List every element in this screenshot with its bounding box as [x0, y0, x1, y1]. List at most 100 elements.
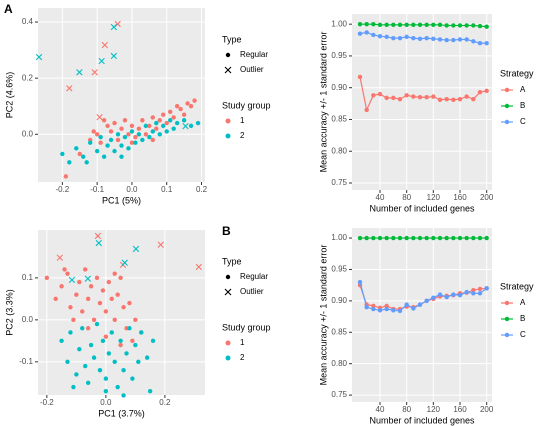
regular-point [147, 123, 152, 129]
regular-point [100, 338, 106, 344]
regular-point [164, 129, 169, 134]
series-point [457, 235, 463, 241]
regular-point [81, 154, 86, 159]
regular-point [150, 129, 156, 134]
regular-point [53, 296, 58, 302]
regular-point [181, 118, 187, 123]
y-tick-label: 0.2 [22, 73, 34, 82]
regular-point [121, 368, 126, 373]
regular-point [65, 271, 70, 276]
outlier-point [35, 53, 43, 61]
outlier-point [94, 232, 102, 240]
regular-point [171, 115, 176, 120]
series-point [377, 308, 383, 313]
regular-point [112, 317, 117, 323]
legend-label: Regular [240, 272, 268, 281]
regular-point [84, 160, 89, 165]
series-point [377, 235, 383, 241]
series-point [457, 23, 463, 28]
x-tick-label: 0.1 [161, 185, 173, 194]
legend-label: C [520, 117, 526, 126]
regular-point [118, 342, 123, 348]
outlier-point [121, 259, 128, 266]
legend-key [224, 66, 232, 74]
regular-point [136, 359, 141, 365]
regular-point [115, 384, 120, 390]
series-point [464, 23, 469, 28]
series-point [397, 235, 403, 241]
x-tick-label: 0.0 [126, 185, 138, 194]
legend-key [504, 300, 510, 306]
regular-point [121, 305, 126, 310]
regular-point [85, 380, 91, 386]
regular-point [80, 309, 85, 314]
series-point [384, 235, 389, 241]
y-axis-title: Mean accuracy +/- 1 standard error [318, 245, 328, 386]
series-point [391, 308, 396, 313]
series-point [477, 235, 483, 241]
legend-key [225, 52, 231, 58]
legend-label: 2 [240, 131, 245, 140]
series-point [357, 31, 363, 36]
series-point [411, 235, 416, 241]
outlier-point [98, 57, 105, 65]
regular-point [121, 393, 126, 398]
outlier-point [76, 69, 83, 76]
series-point [377, 34, 383, 39]
regular-point [139, 330, 144, 335]
regular-point [143, 132, 149, 137]
regular-point [91, 355, 97, 360]
regular-point [157, 132, 162, 137]
regular-point [68, 330, 73, 335]
series-point [444, 96, 449, 102]
regular-point [161, 112, 166, 117]
regular-point [106, 351, 112, 356]
legend-key [504, 332, 510, 338]
legend-label: Outlier [240, 65, 264, 74]
legend-label: 1 [240, 116, 245, 125]
series-point [391, 22, 396, 28]
y-tick-label: 0.95 [331, 51, 347, 60]
regular-point [94, 275, 100, 281]
regular-point [133, 134, 138, 140]
regular-point [150, 338, 156, 344]
y-tick-label: 1.00 [331, 233, 347, 242]
series-point [437, 235, 443, 241]
legend-title: Type [222, 34, 242, 44]
regular-point [171, 126, 176, 131]
series-point [477, 89, 483, 95]
series-point [431, 22, 436, 28]
regular-point [133, 317, 138, 323]
x-tick-label: 0.0 [100, 398, 112, 407]
outlier-point [84, 275, 92, 282]
regular-point [188, 123, 194, 129]
series-point [411, 94, 416, 99]
series-point [464, 289, 469, 295]
regular-point [77, 347, 82, 352]
outlier-point [110, 23, 118, 31]
legend-key [225, 340, 231, 346]
regular-point [154, 120, 159, 126]
series-point [424, 22, 429, 28]
legend-title: Strategy [500, 68, 534, 78]
series-point [431, 36, 436, 41]
x-axis-title: PC1 (5%) [102, 195, 141, 205]
y-axis-title: Mean accuracy +/- 1 standard error [318, 32, 328, 173]
series-point [431, 295, 436, 300]
outlier-point [96, 113, 103, 121]
series-point [471, 39, 476, 44]
regular-point [185, 101, 190, 106]
series-point [384, 306, 389, 312]
series-point [437, 37, 443, 42]
regular-point [83, 363, 88, 369]
regular-point [91, 129, 96, 134]
regular-point [147, 389, 153, 394]
series-point [437, 22, 443, 28]
regular-point [144, 355, 150, 360]
series-point [451, 292, 456, 297]
regular-point [108, 137, 114, 143]
regular-point [105, 123, 110, 129]
outlier-point [68, 276, 76, 284]
regular-point [106, 279, 112, 285]
